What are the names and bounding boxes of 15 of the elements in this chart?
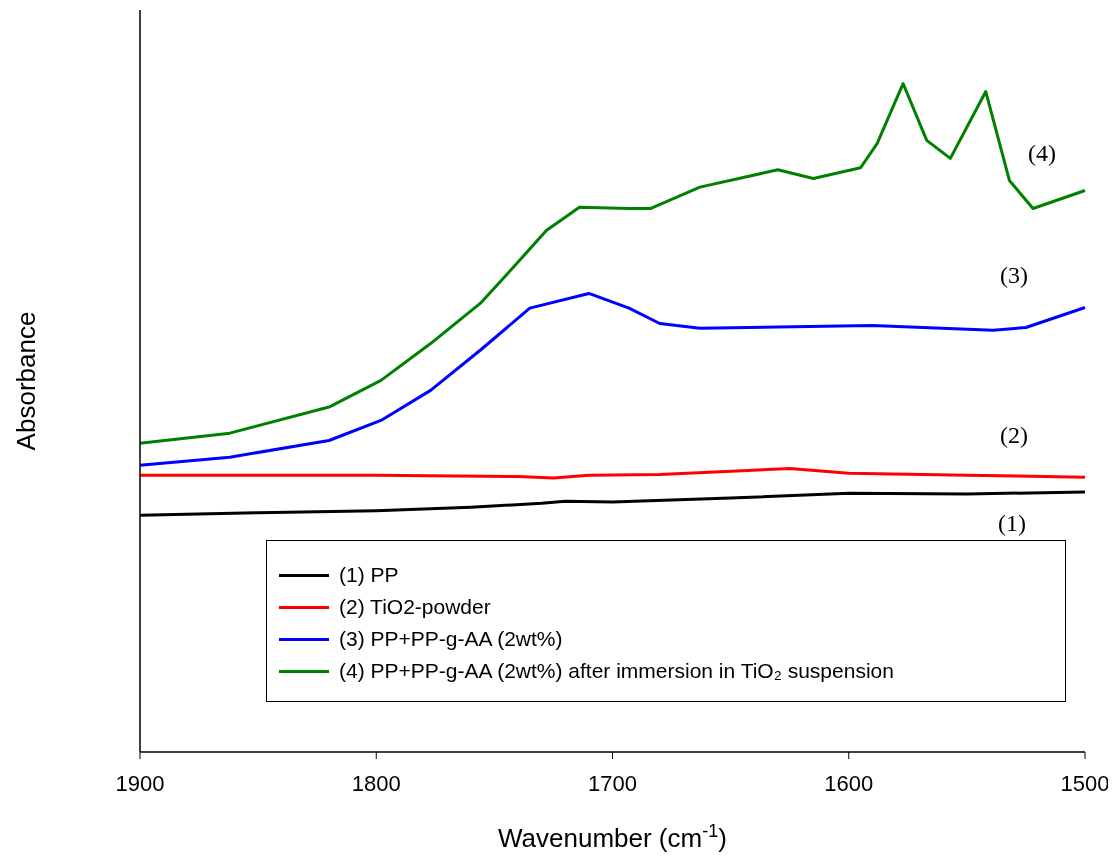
legend-label: (4) PP+PP-g-AA (2wt%) after immersion in TiO₂ suspension bbox=[339, 659, 894, 683]
x-tick-label: 1500 bbox=[1060, 770, 1110, 796]
annotation: (3) bbox=[1000, 262, 1028, 288]
legend-label: (3) PP+PP-g-AA (2wt%) bbox=[339, 627, 563, 651]
legend-label: (1) PP bbox=[339, 563, 399, 587]
legend-label: (2) TiO2-powder bbox=[339, 595, 491, 619]
x-tick-label: 1700 bbox=[588, 770, 637, 796]
x-axis-title: Wavenumber (cm$^{-1}$) bbox=[497, 821, 728, 853]
annotation: (4) bbox=[1028, 140, 1056, 166]
x-tick-label: 1600 bbox=[824, 770, 874, 796]
y-axis-title: Absorbance bbox=[11, 311, 42, 451]
x-tick-label: 1800 bbox=[351, 770, 401, 796]
annotation: (1) bbox=[998, 510, 1026, 536]
annotation: (2) bbox=[1000, 422, 1028, 448]
x-tick-label: 1900 bbox=[115, 770, 165, 796]
